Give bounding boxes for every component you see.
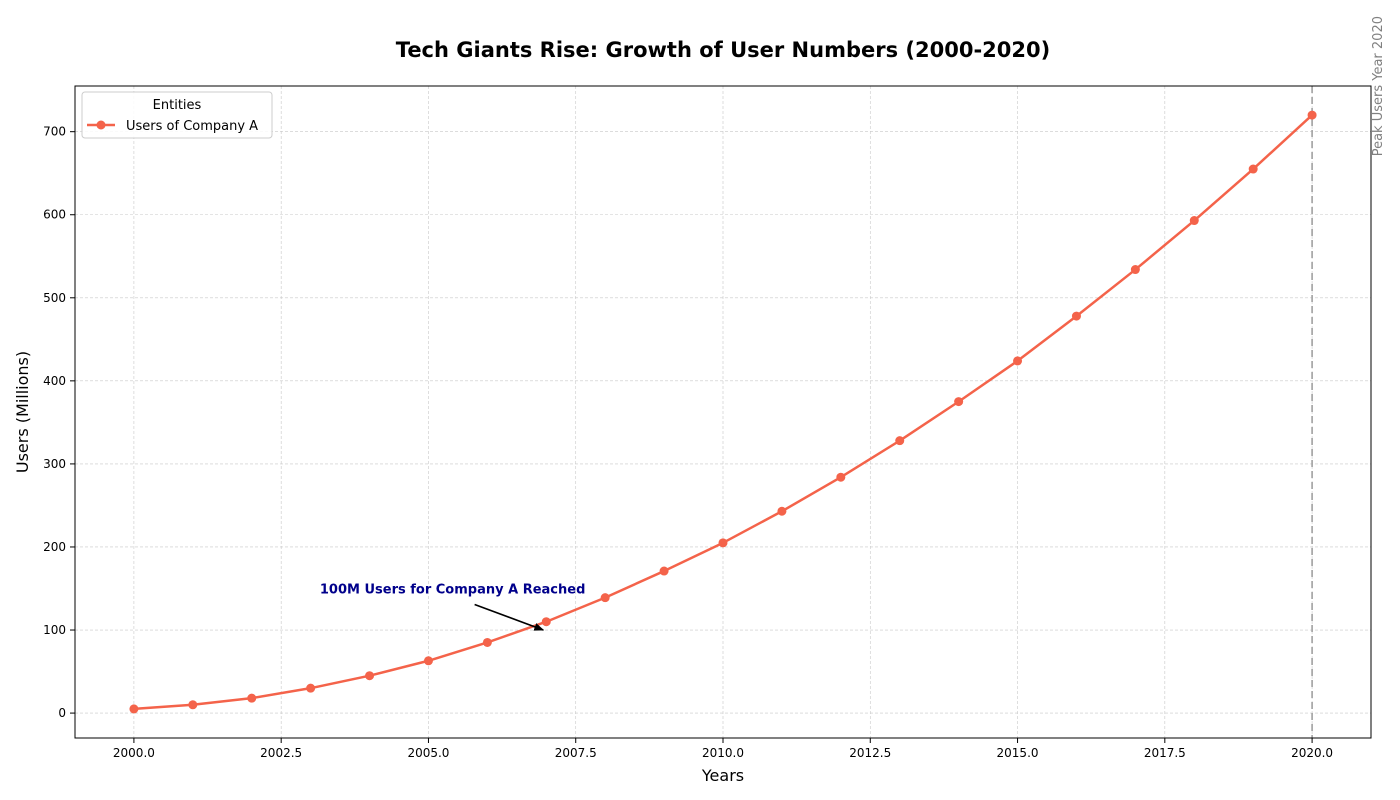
x-tick-label: 2020.0 bbox=[1291, 746, 1333, 760]
data-point bbox=[954, 397, 964, 407]
data-point bbox=[482, 637, 492, 647]
y-tick-label: 400 bbox=[43, 374, 66, 388]
legend-entry-label: Users of Company A bbox=[126, 119, 258, 134]
x-tick-label: 2005.0 bbox=[407, 746, 449, 760]
data-point bbox=[306, 683, 316, 693]
data-point bbox=[1013, 356, 1023, 366]
x-tick-label: 2002.5 bbox=[260, 746, 302, 760]
data-point bbox=[777, 506, 787, 516]
data-point bbox=[423, 656, 433, 666]
data-point bbox=[600, 593, 610, 603]
data-point bbox=[247, 693, 257, 703]
y-tick-label: 0 bbox=[58, 706, 66, 720]
reference-line: Peak Users Year 2020 bbox=[1311, 16, 1386, 738]
data-point bbox=[895, 436, 905, 446]
x-tick-label: 2007.5 bbox=[555, 746, 597, 760]
x-axis-ticks: 2000.0 2002.5 2005.0 2007.5 2010.0 2012.5 2015… bbox=[113, 738, 1333, 760]
chart-title: Tech Giants Rise: Growth of User Numbers… bbox=[396, 38, 1050, 62]
data-point bbox=[836, 472, 846, 482]
data-point bbox=[188, 700, 198, 710]
x-tick-label: 2017.5 bbox=[1144, 746, 1186, 760]
x-tick-label: 2012.5 bbox=[849, 746, 891, 760]
data-point bbox=[718, 538, 728, 548]
y-tick-label: 700 bbox=[43, 125, 66, 139]
legend-box bbox=[81, 91, 273, 139]
x-tick-label: 2015.0 bbox=[997, 746, 1039, 760]
series bbox=[129, 110, 1317, 714]
data-point bbox=[129, 704, 139, 714]
annotation: 100M Users for Company A Reached bbox=[320, 582, 586, 631]
data-point bbox=[1248, 164, 1258, 174]
data-point bbox=[365, 671, 375, 681]
y-tick-label: 500 bbox=[43, 291, 66, 305]
data-point bbox=[1071, 311, 1081, 321]
reference-line-label: Peak Users Year 2020 bbox=[1371, 16, 1386, 156]
y-tick-label: 600 bbox=[43, 208, 66, 222]
data-point bbox=[541, 617, 551, 627]
x-axis-label: Years bbox=[701, 766, 744, 785]
legend-title: Entities bbox=[153, 98, 202, 113]
grid bbox=[75, 86, 1371, 738]
data-point bbox=[659, 566, 669, 576]
annotation-text: 100M Users for Company A Reached bbox=[320, 582, 586, 597]
y-tick-label: 100 bbox=[43, 623, 66, 637]
legend-point-marker bbox=[96, 120, 106, 130]
x-tick-label: 2000.0 bbox=[113, 746, 155, 760]
y-tick-label: 200 bbox=[43, 540, 66, 554]
legend: Entities Users of Company A bbox=[81, 91, 273, 139]
y-axis-ticks: 0 100 200 300 400 500 600 700 bbox=[43, 125, 75, 720]
y-axis-label: Users (Millions) bbox=[13, 351, 32, 473]
annotation-arrow bbox=[474, 603, 545, 631]
data-point bbox=[1189, 216, 1199, 226]
data-point bbox=[1307, 110, 1317, 120]
x-tick-label: 2010.0 bbox=[702, 746, 744, 760]
data-point bbox=[1130, 265, 1140, 275]
y-tick-label: 300 bbox=[43, 457, 66, 471]
